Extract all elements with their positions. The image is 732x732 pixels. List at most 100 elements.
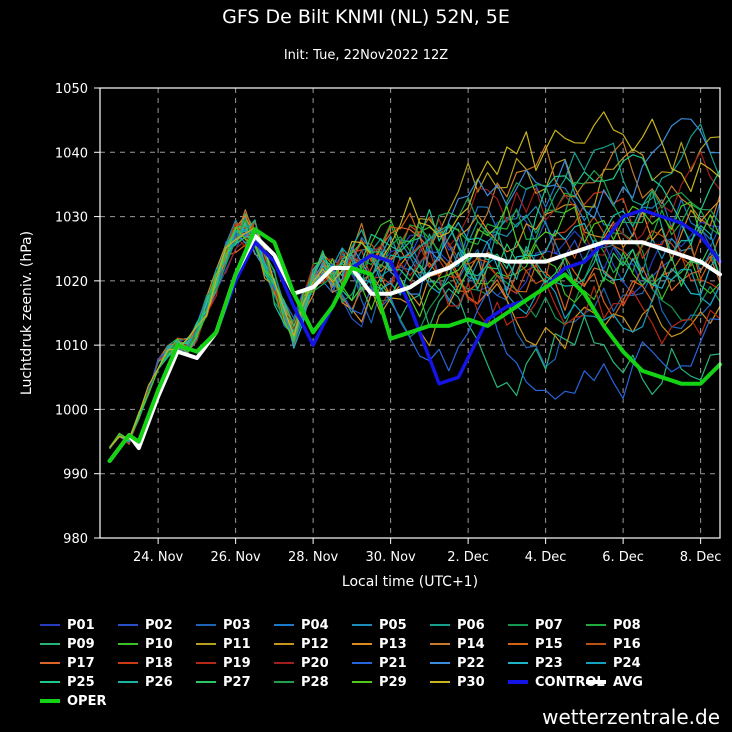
legend-label: P25 [67,674,95,690]
legend-item-p24: P24 [586,654,641,672]
legend-label: P10 [145,636,173,652]
legend-item-p02: P02 [118,616,173,634]
legend-item-p14: P14 [430,635,485,653]
legend-swatch [40,681,60,683]
legend-swatch [352,643,372,645]
legend-item-p03: P03 [196,616,251,634]
legend-label: P26 [145,674,173,690]
legend-label: P16 [613,636,641,652]
legend-label: P04 [301,617,329,633]
y-tick-label: 1050 [55,82,88,97]
legend-item-p16: P16 [586,635,641,653]
legend-item-oper: OPER [40,692,106,710]
legend-label: P20 [301,655,329,671]
legend-swatch [274,624,294,626]
legend-swatch [352,662,372,664]
y-tick-label: 980 [63,532,88,547]
x-tick-label: 4. Dec [525,550,567,565]
legend-swatch [430,643,450,645]
legend-label: P24 [613,655,641,671]
legend-swatch [352,624,372,626]
legend-item-p21: P21 [352,654,407,672]
y-tick-label: 1040 [55,146,88,161]
legend-label: OPER [67,693,107,709]
legend-label: P07 [535,617,563,633]
legend-label: AVG [613,674,643,690]
legend-item-p06: P06 [430,616,485,634]
legend-swatch [118,643,138,645]
x-tick-label: 8. Dec [680,550,722,565]
legend-label: P09 [67,636,95,652]
x-tick-label: 6. Dec [602,550,644,565]
legend-item-p18: P18 [118,654,173,672]
x-axis-label: Local time (UTC+1) [342,574,478,590]
legend-swatch [196,662,216,664]
legend-item-p10: P10 [118,635,173,653]
legend-item-p27: P27 [196,673,251,691]
legend-label: P18 [145,655,173,671]
series-p27 [109,224,721,449]
series-p25 [109,154,721,449]
legend-item-p07: P07 [508,616,563,634]
legend-swatch [196,681,216,683]
legend-label: P03 [223,617,251,633]
legend-item-p30: P30 [430,673,485,691]
axis-layer: 980 990 1000 1010 1020 1030 1040 1050 24. Nov 26.… [19,82,721,590]
y-tick-label: 990 [63,468,88,483]
legend-label: P01 [67,617,95,633]
legend-item-p29: P29 [352,673,407,691]
legend-swatch [508,624,528,626]
legend-label: P30 [457,674,485,690]
legend-item-p11: P11 [196,635,251,653]
legend-swatch [508,662,528,664]
legend-item-p19: P19 [196,654,251,672]
legend-swatch [508,643,528,645]
series-control [107,208,722,463]
chart-svg: 980 990 1000 1010 1020 1030 1040 1050 24. Nov 26.… [19,82,722,590]
legend-swatch [430,681,450,683]
legend-label: CONTROL [535,674,605,690]
x-tick-label: 28. Nov [288,550,338,565]
x-tick-label: 2. Dec [447,550,489,565]
legend-label: P13 [379,636,407,652]
legend-swatch [196,643,216,645]
legend-swatch [118,624,138,626]
legend-item-p09: P09 [40,635,95,653]
y-axis-label: Luchtdruk zeeniv. (hPa) [19,231,35,395]
legend-swatch [586,643,606,645]
legend-swatch [40,699,60,703]
legend-swatch [586,624,606,626]
legend-label: P15 [535,636,563,652]
series-oper [107,227,722,463]
legend-item-p26: P26 [118,673,173,691]
legend-label: P29 [379,674,407,690]
legend-item-p17: P17 [40,654,95,672]
legend-swatch [118,662,138,664]
legend-swatch [586,680,606,684]
legend-item-p28: P28 [274,673,329,691]
highlight-layer [107,208,722,463]
legend-label: P28 [301,674,329,690]
legend-item-p25: P25 [40,673,95,691]
legend-swatch [430,662,450,664]
y-tick-label: 1030 [55,211,88,226]
legend-swatch [274,662,294,664]
legend-item-p01: P01 [40,616,95,634]
series-layer [109,111,721,450]
y-tick-label: 1000 [55,403,88,418]
legend-swatch [274,681,294,683]
legend-item-p20: P20 [274,654,329,672]
legend-item-p15: P15 [508,635,563,653]
legend-swatch [40,624,60,626]
legend-item-p08: P08 [586,616,641,634]
series-p12 [109,221,721,448]
legend-label: P19 [223,655,251,671]
legend-label: P23 [535,655,563,671]
legend-item-p22: P22 [430,654,485,672]
y-tick-label: 1010 [55,339,88,354]
series-p29 [109,201,721,448]
series-p30 [109,111,721,448]
legend-label: P06 [457,617,485,633]
legend-swatch [40,643,60,645]
legend-item-p13: P13 [352,635,407,653]
